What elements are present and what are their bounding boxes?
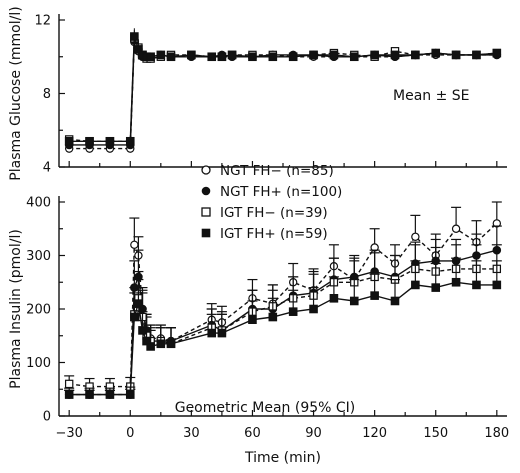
data-point — [64, 136, 74, 146]
data-point — [125, 136, 135, 146]
data-point — [268, 52, 278, 62]
x-tick-label: 180 — [484, 426, 509, 441]
series-4 — [64, 28, 502, 146]
data-point — [187, 50, 196, 60]
legend-marker — [201, 228, 211, 238]
data-point — [431, 48, 441, 58]
data-point — [217, 52, 227, 62]
data-point — [349, 52, 359, 62]
data-point — [248, 52, 257, 62]
data-point — [138, 326, 147, 335]
data-point — [166, 52, 176, 62]
data-point — [329, 294, 339, 303]
x-tick-label: 90 — [305, 426, 322, 441]
insulin-panel: 0 100 200 300 400 −30 0 30 60 90 120 150 180 Plasma I… — [8, 196, 509, 467]
y-tick-label: 200 — [26, 303, 51, 318]
legend-label: NGT FH+ (n=100) — [220, 184, 342, 200]
data-point — [248, 315, 257, 324]
data-point — [472, 50, 481, 60]
x-tick-label: 120 — [362, 426, 387, 441]
data-point — [288, 52, 298, 62]
legend-label: IGT FH− (n=39) — [220, 205, 328, 221]
series-line — [69, 36, 497, 143]
data-point — [411, 50, 420, 60]
data-point — [105, 390, 115, 399]
data-point — [370, 50, 379, 60]
data-point — [370, 291, 379, 300]
legend: NGT FH− (n=85) NGT FH+ (n=100) IGT FH− (n=… — [201, 163, 342, 242]
y-tick-label: 8 — [43, 87, 51, 102]
data-point — [411, 280, 420, 290]
data-point — [64, 379, 74, 389]
x-tick-label: −30 — [55, 426, 82, 441]
legend-marker — [201, 165, 211, 175]
data-point — [217, 328, 227, 338]
glucose-panel: 4 8 12 Plasma Glucose (mmol/l) Mean ± SE — [8, 6, 507, 181]
data-point — [492, 48, 502, 58]
data-point — [451, 277, 461, 287]
data-point — [156, 50, 166, 60]
data-point — [207, 52, 217, 62]
data-point — [451, 50, 461, 60]
data-point — [64, 390, 74, 399]
data-point — [431, 283, 441, 292]
annotation: Geometric Mean (95% CI) — [175, 400, 356, 416]
legend-label: IGT FH+ (n=59) — [220, 226, 328, 242]
data-point — [130, 312, 139, 322]
data-point — [492, 280, 502, 290]
legend-marker — [201, 207, 211, 217]
x-tick-label: 150 — [423, 426, 448, 441]
y-tick-label: 0 — [43, 410, 51, 425]
y-tick-label: 12 — [34, 14, 51, 29]
legend-label: NGT FH− (n=85) — [220, 163, 334, 179]
y-axis-title: Plasma Glucose (mmol/l) — [8, 6, 24, 180]
data-point — [146, 52, 155, 62]
data-point — [288, 307, 298, 316]
data-point — [268, 312, 278, 322]
x-tick-label: 0 — [126, 426, 134, 441]
y-tick-label: 100 — [26, 356, 51, 371]
x-tick-label: 30 — [183, 426, 200, 441]
x-tick-label: 60 — [244, 426, 261, 441]
legend-marker — [201, 186, 211, 196]
data-point — [130, 32, 139, 41]
data-point — [207, 328, 217, 338]
data-point — [105, 136, 115, 146]
data-point — [227, 50, 237, 60]
y-tick-label: 300 — [26, 249, 51, 264]
data-point — [349, 296, 359, 306]
data-point — [309, 50, 318, 60]
data-point — [146, 342, 155, 351]
data-point — [390, 296, 400, 306]
y-tick-label: 4 — [43, 161, 51, 176]
x-axis-title: Time (min) — [244, 450, 321, 466]
data-point — [309, 304, 318, 314]
data-point — [329, 50, 339, 60]
y-tick-label: 400 — [26, 196, 51, 211]
data-point — [85, 390, 94, 399]
annotation: Mean ± SE — [393, 88, 470, 104]
series-4 — [64, 257, 502, 399]
data-point — [156, 339, 166, 349]
y-axis-title: Plasma Insulin (pmol/l) — [8, 229, 24, 389]
data-point — [125, 390, 135, 399]
data-point — [130, 240, 139, 249]
data-point — [390, 50, 400, 60]
data-point — [411, 232, 420, 241]
data-point — [85, 136, 94, 146]
data-point — [134, 299, 143, 308]
data-point — [472, 280, 481, 290]
data-point — [166, 339, 176, 349]
data-point — [451, 224, 461, 233]
